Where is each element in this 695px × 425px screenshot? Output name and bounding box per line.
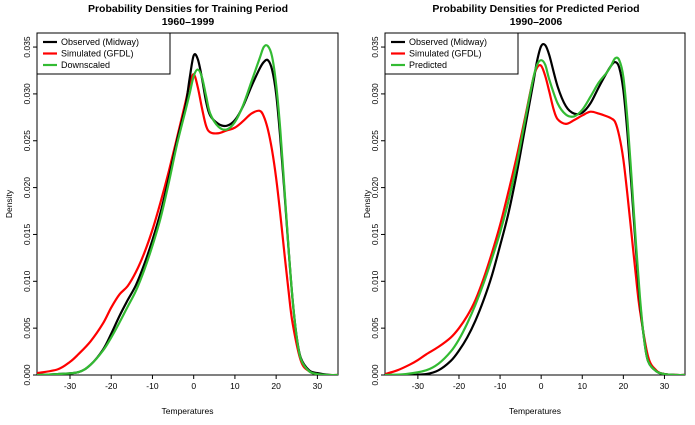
y-tick-label: 0.020	[370, 177, 380, 199]
y-tick-label: 0.015	[370, 224, 380, 246]
legend: Observed (Midway) Simulated (GFDL)Predict…	[384, 32, 519, 75]
legend-label: Predicted	[409, 60, 447, 70]
y-tick-label: 0.025	[22, 130, 32, 152]
y-tick-label: 0.000	[370, 364, 380, 386]
chart-subtitle: 1990–2006	[510, 16, 563, 28]
y-tick-label: 0.000	[22, 364, 32, 386]
chart-title: Probability Densities for Training Perio…	[88, 3, 288, 15]
x-tick-label: 10	[230, 381, 240, 391]
y-tick-label: 0.015	[22, 224, 32, 246]
series-line-downscaled	[37, 44, 338, 375]
x-axis-label: Temperatures	[509, 406, 561, 416]
chart-panel-2: Probability Densities for Predicted Peri…	[362, 3, 686, 416]
chart-subtitle: 1960–1999	[162, 16, 215, 28]
plot-frame	[36, 32, 339, 376]
legend-label: Observed (Midway)	[61, 37, 139, 47]
series-line-simulated-gfdl	[385, 64, 685, 375]
legend-label: Observed (Midway)	[409, 37, 487, 47]
x-tick-label: -30	[412, 381, 425, 391]
y-tick-label: 0.020	[22, 177, 32, 199]
x-tick-label: -10	[146, 381, 159, 391]
x-tick-label: -20	[105, 381, 118, 391]
x-tick-label: 20	[271, 381, 281, 391]
y-tick-label: 0.025	[370, 130, 380, 152]
y-axis-label: Density	[362, 189, 372, 218]
x-tick-label: 20	[619, 381, 629, 391]
x-axis-label: Temperatures	[162, 406, 214, 416]
x-tick-label: 0	[191, 381, 196, 391]
series-line-predicted	[385, 56, 685, 375]
x-tick-label: 30	[660, 381, 670, 391]
y-tick-label: 0.010	[22, 270, 32, 292]
plot-frame	[384, 32, 686, 376]
x-tick-label: -30	[64, 381, 77, 391]
legend-box	[36, 32, 171, 75]
y-tick-label: 0.030	[22, 83, 32, 105]
legend-label: Downscaled	[61, 60, 110, 70]
chart-panel-1: Probability Densities for Training Perio…	[4, 3, 339, 416]
legend-label: Simulated (GFDL)	[61, 49, 134, 59]
chart-title: Probability Densities for Predicted Peri…	[432, 3, 639, 15]
y-axis-label: Density	[4, 189, 14, 218]
series-line-simulated-gfdl	[37, 73, 338, 375]
x-tick-label: -20	[453, 381, 466, 391]
x-tick-label: -10	[494, 381, 507, 391]
legend: Observed (Midway) Simulated (GFDL)Downsca…	[36, 32, 171, 75]
y-tick-label: 0.035	[22, 36, 32, 58]
x-tick-label: 30	[313, 381, 323, 391]
y-tick-label: 0.005	[370, 317, 380, 339]
y-tick-label: 0.005	[22, 317, 32, 339]
x-tick-label: 10	[578, 381, 588, 391]
y-tick-label: 0.030	[370, 83, 380, 105]
series-line-observed-midway	[385, 42, 685, 375]
legend-box	[384, 32, 519, 75]
y-tick-label: 0.010	[370, 270, 380, 292]
x-tick-label: 0	[539, 381, 544, 391]
legend-label: Simulated (GFDL)	[409, 49, 482, 59]
y-tick-label: 0.035	[370, 36, 380, 58]
